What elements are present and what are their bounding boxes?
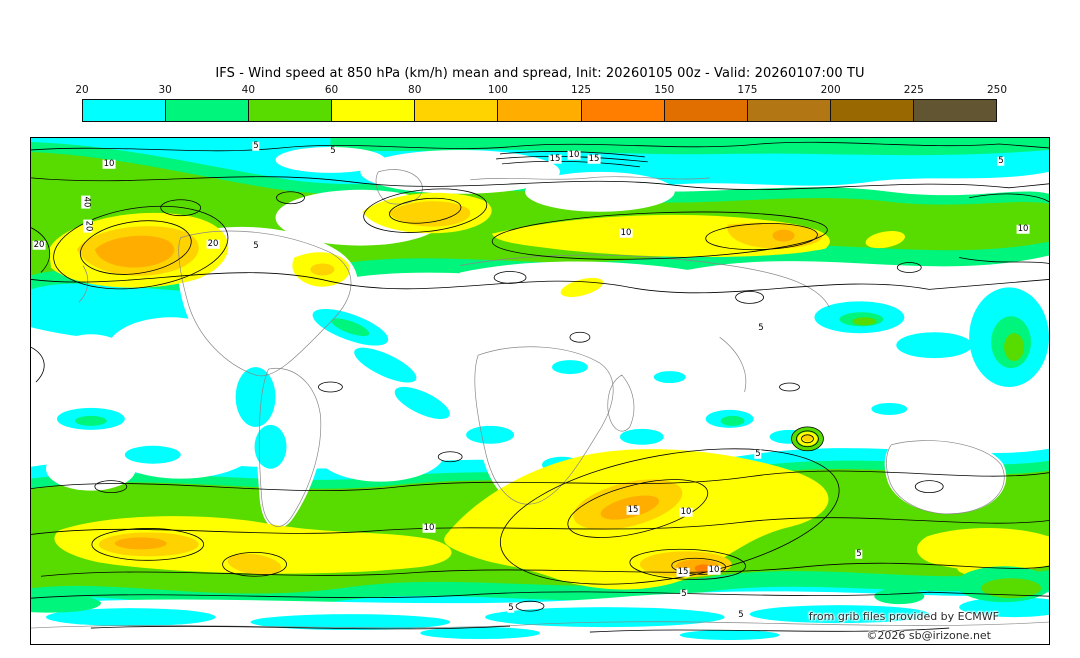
colorbar-tick: 200: [820, 84, 841, 96]
contour-label: 10: [707, 564, 721, 575]
colorbar-segment: [830, 100, 914, 121]
contour-label: 5: [754, 448, 762, 459]
contour-label: 5: [507, 602, 515, 613]
colorbar-tick: 30: [158, 84, 172, 96]
colorbar-tick: 125: [571, 84, 592, 96]
tropical-cyan-blobs: [56, 287, 1049, 473]
bottom-cyan-strips: [45, 597, 1049, 641]
colorbar-tick: 100: [487, 84, 508, 96]
colorbar-tick: 225: [903, 84, 924, 96]
contour-label: 10: [422, 522, 436, 533]
contour-label: 5: [997, 155, 1005, 166]
contour-label: 15: [676, 566, 690, 577]
contour-label: 10: [679, 506, 693, 517]
colorbar-tick: 60: [324, 84, 339, 96]
attribution-source: from grib files provided by ECMWF: [808, 610, 999, 623]
contour-label: 5: [737, 609, 745, 620]
colorbar-segment: [664, 100, 748, 121]
contour-label: 5: [252, 240, 260, 251]
colorbar-segment: [249, 100, 333, 121]
colorbar-tick: 150: [654, 84, 675, 96]
map-panel: 10 5 5 15 10 15 20 40 20 5 20 10 5 5 10 10 15 10 15 10 5 5 5 5 5…: [30, 137, 1050, 645]
colorbar-tick-labels: 20 30 40 60 80 100 125 150 175 200 225 250: [75, 84, 1007, 97]
bottom-green-bits: [31, 566, 1049, 613]
colorbar-tick: 80: [408, 84, 422, 96]
contour-label: 20: [83, 219, 94, 233]
colorbar: [82, 99, 997, 122]
spread-contours: [31, 141, 1049, 633]
contour-label: 5: [252, 140, 260, 151]
contour-label: 10: [1016, 223, 1030, 234]
colorbar-tick: 175: [737, 84, 758, 96]
contour-label: 5: [680, 588, 688, 599]
contour-label: 20: [32, 239, 46, 250]
contour-label: 15: [587, 153, 601, 164]
colorbar-tick: 40: [241, 84, 256, 96]
colorbar-segment: [913, 100, 997, 121]
colorbar-segment: [581, 100, 665, 121]
contour-label: 10: [102, 158, 116, 169]
colorbar-segment: [166, 100, 250, 121]
contour-label: 40: [81, 195, 92, 209]
coastlines: [31, 169, 1049, 629]
attribution-copyright: ©2026 sb@irizone.net: [866, 629, 991, 642]
contour-label: 15: [548, 153, 562, 164]
colorbar-segment: [747, 100, 831, 121]
colorbar-segment: [415, 100, 499, 121]
contour-label: 5: [855, 548, 863, 559]
colorbar-segment: [498, 100, 582, 121]
contour-label: 10: [619, 227, 633, 238]
contour-label: 10: [567, 149, 581, 160]
wind-speed-contour-map: [31, 138, 1049, 644]
contour-label: 15: [626, 504, 640, 515]
contour-label: 5: [329, 145, 337, 156]
colorbar-tick: 20: [75, 84, 89, 96]
colorbar-segment: [83, 100, 167, 121]
closed-low-bullseye: [791, 426, 824, 451]
contour-label: 20: [206, 238, 220, 249]
colorbar-segment: [332, 100, 416, 121]
tropical-green-bits: [852, 317, 1025, 362]
colorbar-tick: 250: [986, 84, 1008, 96]
chart-title: IFS - Wind speed at 850 hPa (km/h) mean …: [215, 66, 865, 81]
contour-label: 5: [757, 322, 765, 333]
